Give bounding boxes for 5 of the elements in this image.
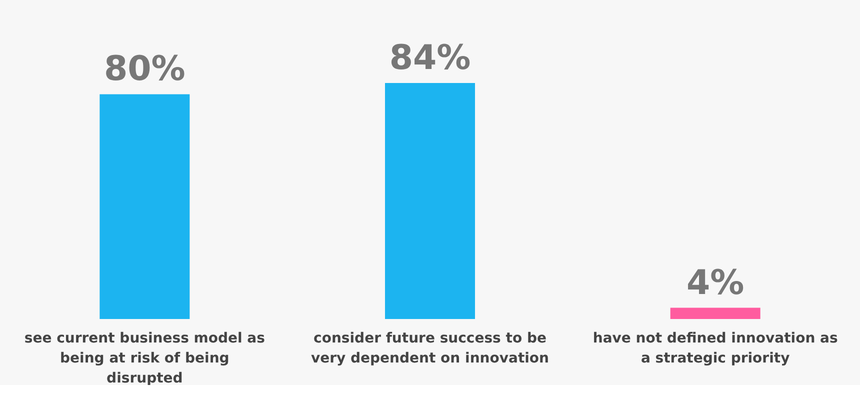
data-label: 4% xyxy=(686,262,744,303)
x-tick-label: have not defined innovation as a strategic priority xyxy=(592,330,838,366)
x-tick-label: consider future success to be very dependent on innovation xyxy=(310,330,550,366)
data-label: 84% xyxy=(389,38,471,78)
data-label: 80% xyxy=(104,49,186,90)
